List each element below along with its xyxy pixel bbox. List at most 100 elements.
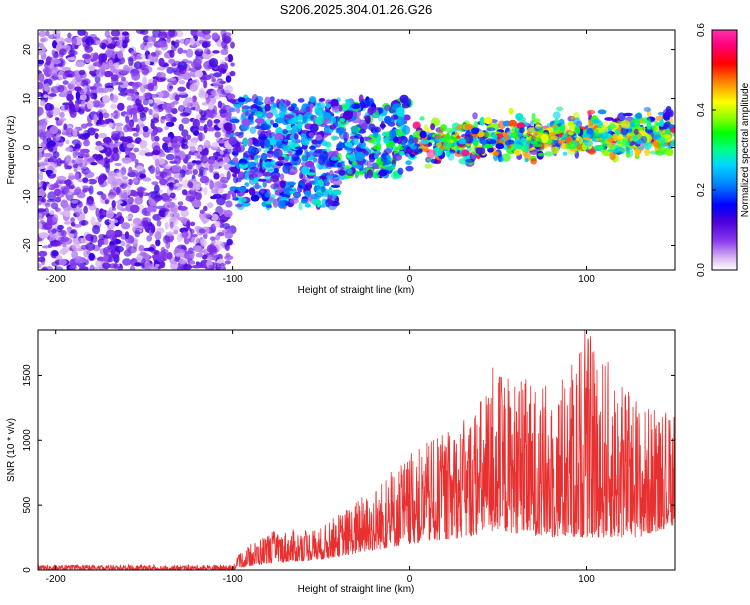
spectrogram-cell (326, 103, 331, 109)
spectrogram-cell (551, 146, 560, 154)
spectrogram-cell (156, 255, 164, 263)
spectrogram-cell (516, 116, 527, 123)
y-tick-label: 1500 (22, 364, 33, 387)
spectrogram-cell (134, 159, 139, 165)
y-tick-label: 1000 (22, 429, 33, 452)
spectrogram-cell (260, 152, 268, 162)
spectrogram-cell (219, 93, 227, 98)
spectrogram-cell (168, 58, 176, 64)
spectrogram-cell (38, 106, 44, 116)
spectrogram-cell (486, 127, 496, 132)
spectrogram-cell (46, 215, 53, 226)
spectrogram-cell (65, 147, 74, 152)
spectrogram-cell (669, 109, 674, 118)
spectrogram-cell (44, 202, 51, 208)
spectrogram-cell (405, 160, 412, 166)
spectrogram-cell (208, 164, 214, 173)
spectrogram-cell (316, 101, 326, 111)
spectrogram-cell (322, 118, 331, 125)
spectrogram-cell (629, 137, 634, 142)
spectrogram-cell (256, 123, 261, 130)
spectrogram-cell (213, 263, 222, 270)
spectrogram-cell (659, 119, 664, 127)
spectrogram-cell (144, 224, 151, 232)
spectrogram-cell (434, 135, 442, 139)
colorbar-frame (711, 29, 738, 271)
spectrogram-cell (98, 53, 106, 63)
spectrogram-cell (142, 126, 149, 132)
spectrogram-cell (395, 146, 404, 151)
spectrogram-cell (332, 179, 343, 186)
y-tick-label: -10 (22, 189, 33, 204)
spectrogram-cell (189, 83, 198, 92)
spectrogram-cell (103, 246, 111, 256)
spectrogram-cell (298, 202, 303, 211)
spectrogram-cell (359, 136, 364, 144)
spectrogram-cell (134, 196, 143, 205)
spectrogram-cell (524, 158, 529, 163)
spectrogram-cell (552, 111, 561, 120)
spectrogram-cell (181, 129, 189, 138)
spectrogram-cell (137, 109, 148, 115)
spectrogram-cell (114, 245, 124, 253)
spectrogram-cell (175, 182, 180, 187)
spectrogram-cell (90, 162, 98, 166)
spectrogram-cell (52, 53, 60, 59)
spectrogram-cell (408, 134, 414, 145)
spectrogram-cell (526, 127, 536, 135)
spectrogram-cell (237, 171, 245, 180)
spectrogram-cell (57, 210, 66, 215)
spectrogram-cell (195, 160, 203, 164)
spectrogram-cell (144, 60, 151, 66)
spectrogram-cell (594, 129, 599, 133)
spectrogram-cell (229, 118, 240, 124)
spectrogram-cell (314, 149, 322, 154)
spectrogram-cell (74, 102, 80, 112)
spectrogram-cell (53, 188, 62, 197)
spectrogram-cell (211, 78, 216, 83)
spectrogram-y-label: Frequency (Hz) (6, 116, 17, 185)
spectrogram-cell (644, 126, 654, 134)
spectrogram-cell (134, 95, 140, 100)
spectrogram-cell (97, 119, 106, 125)
spectrogram-cell (114, 58, 119, 63)
spectrogram-cell (78, 69, 86, 76)
spectrogram-cell (474, 139, 480, 143)
spectrogram-cell (606, 137, 615, 142)
spectrogram-cell (475, 147, 486, 155)
spectrogram-cell (584, 140, 594, 147)
spectrogram-cell (39, 45, 46, 54)
spectrogram-cell (373, 144, 381, 151)
spectrogram-cell (343, 165, 353, 169)
spectrogram-cell (44, 115, 50, 123)
spectrogram-cell (89, 264, 95, 270)
spectrogram-cell (163, 211, 174, 218)
spectrogram-cell (352, 161, 358, 165)
spectrogram-cell (247, 137, 253, 148)
spectrogram-cell (348, 153, 357, 162)
spectrogram-cell (138, 149, 147, 156)
spectrogram-cell (166, 252, 173, 260)
spectrogram-cell (213, 119, 221, 124)
spectrogram-cell (146, 206, 156, 213)
spectrogram-cell (57, 224, 64, 230)
spectrogram-cell (139, 113, 147, 122)
spectrogram-cell (71, 78, 77, 83)
spectrogram-cell (127, 108, 133, 115)
spectrogram-cell (154, 135, 160, 142)
spectrogram-cell (270, 194, 276, 199)
spectrogram-cell (92, 224, 101, 235)
spectrogram-cell (200, 110, 207, 117)
spectrogram-cell (363, 136, 372, 141)
spectrogram-cell (372, 173, 380, 179)
spectrogram-cell (303, 176, 311, 185)
spectrogram-cell (212, 50, 220, 54)
spectrogram-cell (75, 150, 80, 156)
spectrogram-cell (305, 106, 311, 113)
spectrogram-cell (534, 118, 541, 126)
spectrogram-cell (86, 122, 93, 127)
spectrogram-cell (594, 145, 603, 150)
spectrogram-cell (200, 239, 207, 248)
spectrogram-cell (113, 229, 123, 238)
